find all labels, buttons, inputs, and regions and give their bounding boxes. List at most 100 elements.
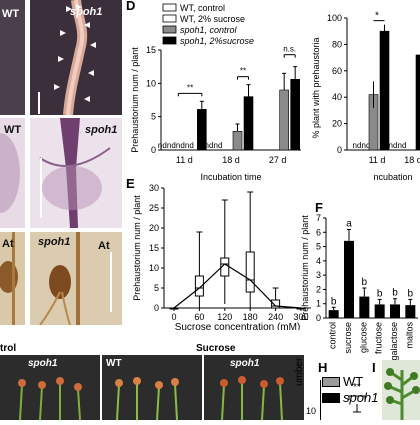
x-tick-label: 18 d	[404, 155, 420, 165]
bar	[359, 296, 370, 318]
legend-label: spoh1, 2%sucrose	[180, 36, 254, 46]
chart-f-sugar-types: 0 1 2 3 4 5 6 7 Prehaustorium num / plant b contro…	[300, 213, 418, 360]
bar	[390, 304, 400, 318]
box	[194, 275, 204, 297]
y-tick-label: 0	[316, 313, 321, 323]
micrograph-spoh1-root: spoh1	[30, 0, 122, 115]
significance-letter: b	[331, 296, 337, 307]
y-tick-label: 1	[316, 299, 321, 309]
y-tick-label: 15	[149, 243, 159, 253]
y-tick-label: 5	[151, 112, 156, 122]
micrograph-spoh1-host: spoh1 At	[30, 232, 122, 325]
legend-swatch	[162, 3, 177, 12]
significance-letter: b	[377, 288, 383, 299]
panel-i-photo	[382, 360, 420, 420]
micrograph-wt-host: At	[0, 232, 25, 325]
micrograph-label-spoh1: spoh1	[70, 6, 103, 18]
bar-spoh1-sucrose	[379, 30, 390, 151]
panel-label-i: I	[372, 360, 376, 375]
legend-swatch	[162, 25, 177, 34]
y-tick-label: 3	[316, 270, 321, 280]
y-tick-label: 7	[316, 213, 321, 223]
x-axis-label: ncubation	[373, 172, 412, 182]
nd-label: nd	[389, 141, 398, 150]
x-tick-label: galactose	[389, 322, 399, 360]
x-tick-label: 180	[243, 312, 258, 322]
panel-g-sucrose-header: Sucrose	[196, 343, 236, 354]
panel-h-ylabel: umber	[294, 357, 305, 386]
median-line	[173, 263, 302, 309]
box	[245, 251, 255, 293]
y-tick-label: 4	[316, 256, 321, 266]
micrograph-wt-root: WT	[0, 0, 25, 115]
y-tick-label: 10	[146, 78, 156, 88]
x-tick-label: fructose	[374, 322, 384, 354]
y-tick-label: 30	[149, 183, 159, 193]
panel-h-ytick: 10	[306, 406, 317, 416]
legend-label-spoh1: spoh1	[343, 390, 379, 405]
bar-spoh1-sucrose	[415, 54, 420, 151]
significance-label: n.s.	[283, 45, 296, 54]
y-tick-label: 5	[154, 283, 159, 293]
y-tick-label: 60	[332, 66, 342, 76]
x-tick-label: 27 d	[269, 155, 287, 165]
y-tick-label: 20	[149, 223, 159, 233]
panel-h: umber 10 WT spoh1 **	[294, 358, 379, 420]
y-tick-label: 10	[149, 263, 159, 273]
legend-label: WT, 2% sucrose	[180, 14, 245, 24]
micrograph-label-wt-2: WT	[4, 124, 22, 136]
y-tick-label: 0	[337, 145, 342, 155]
seedling-photo-3: spoh1	[204, 355, 304, 421]
y-tick-label: 100	[327, 13, 342, 23]
significance-letter: b	[408, 288, 414, 299]
panel-label-f: F	[315, 200, 323, 215]
bar-spoh1-control	[232, 131, 243, 151]
x-axis-label: Incubation time	[200, 172, 261, 182]
legend-label: spoh1, control	[180, 25, 238, 35]
significance-label: **	[187, 83, 193, 92]
chart-d2-percent-plant: 0 20 40 60 80 100 % plant with prehaustoria ncu…	[311, 11, 420, 182]
significance-label: **	[240, 67, 246, 76]
nd-label: nd	[176, 141, 185, 150]
y-tick-label: 40	[332, 92, 342, 102]
box	[271, 299, 281, 309]
legend-swatch-wt	[322, 376, 340, 387]
x-axis-label: Sucrose concentration (mM)	[175, 322, 301, 330]
seedling-label-spoh1-2: spoh1	[230, 358, 260, 369]
legend-item-wt: WT	[322, 374, 363, 389]
nd-label: nd	[398, 141, 407, 150]
chart-d-prehaustorium-num: 0 5 10 15 Prehaustorium num / plant Incubatio…	[130, 3, 301, 182]
significance-letter: a	[346, 218, 352, 229]
nd-label: nd	[185, 141, 194, 150]
micrograph-label-spoh1-3: spoh1	[38, 236, 71, 248]
nd-label: nd	[214, 141, 223, 150]
x-tick-label: 0	[171, 312, 176, 322]
legend-label: WT, control	[180, 3, 225, 13]
bar-spoh1-sucrose	[290, 79, 300, 151]
y-tick-label: 80	[332, 39, 342, 49]
bar	[344, 240, 354, 318]
legend-label-wt: WT	[343, 374, 364, 389]
x-tick-label: 60	[194, 312, 204, 322]
arrowhead-markers	[54, 4, 96, 102]
micrograph-label-spoh1-2: spoh1	[85, 124, 118, 136]
x-tick-label: 120	[217, 312, 232, 322]
y-tick-label: 2	[316, 284, 321, 294]
y-axis-label: Prehaustorium num / plant	[300, 215, 310, 321]
bar-spoh1-control	[279, 89, 289, 151]
seedling-photo-2: WT	[102, 355, 202, 421]
bar	[328, 310, 339, 318]
nd-label: nd	[353, 141, 362, 150]
x-tick-label: 18 d	[222, 155, 240, 165]
y-tick-label: 15	[146, 45, 156, 55]
panel-label-h: H	[318, 360, 328, 375]
y-axis-label: Prehaustorium num / plant	[130, 47, 140, 153]
significance-letter: b	[362, 277, 368, 288]
legend-swatch	[162, 36, 177, 45]
x-tick-label: sucrose	[343, 322, 353, 354]
significance-label: *	[375, 11, 379, 22]
bar	[405, 305, 416, 318]
seedling-photo-1: spoh1	[0, 355, 100, 421]
x-tick-label: 300	[293, 312, 308, 322]
